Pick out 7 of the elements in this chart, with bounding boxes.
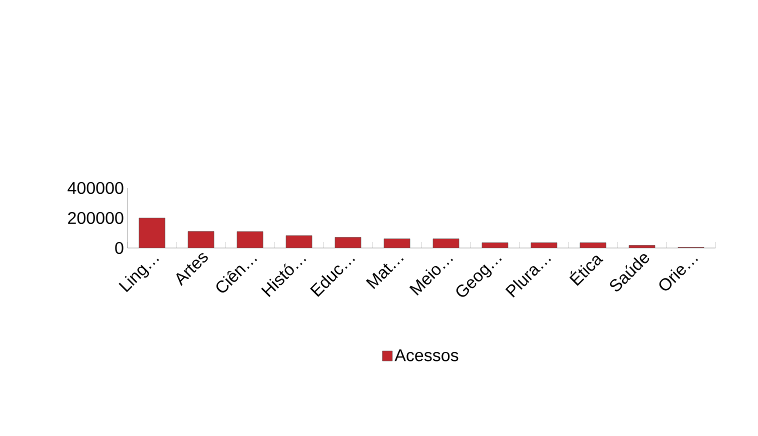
y-tick-label: 0 bbox=[115, 242, 124, 254]
bar bbox=[188, 231, 214, 248]
legend-label: Acessos bbox=[394, 349, 458, 362]
bar bbox=[236, 231, 264, 248]
bar bbox=[138, 218, 166, 248]
y-tick-label: 400000 bbox=[68, 182, 124, 194]
y-tick-label: 200000 bbox=[68, 212, 124, 224]
